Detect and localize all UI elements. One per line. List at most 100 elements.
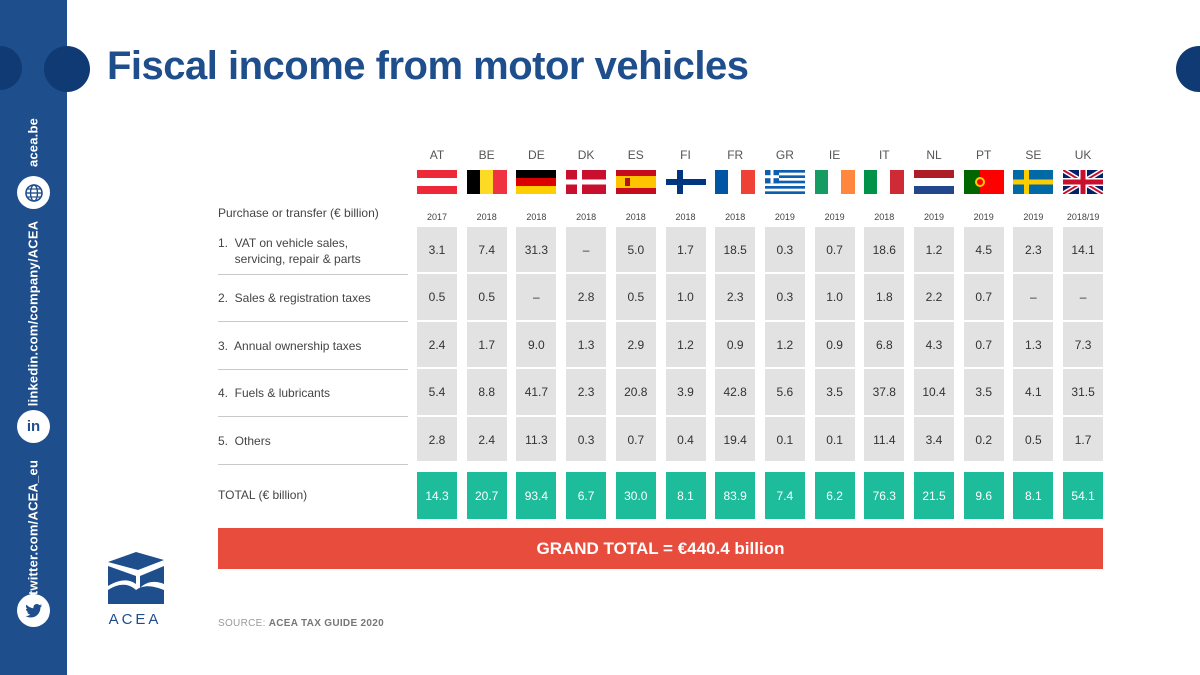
column-year: 2018 (576, 212, 597, 222)
row-separator (516, 272, 557, 274)
flag-es (615, 170, 656, 194)
table-cell: 6.8 (875, 338, 893, 352)
column-background (1063, 227, 1104, 461)
table-cell: 0.1 (826, 433, 843, 447)
column-header-gr: GR (775, 148, 794, 162)
table-cell: 7.4 (478, 243, 496, 257)
table-cell: 4.3 (925, 338, 943, 352)
total-cell: 54.1 (1063, 472, 1104, 519)
table-cell: 0.5 (428, 290, 446, 304)
table-cell: 1.3 (1025, 338, 1042, 352)
row-label: 2. Sales & registration taxes (218, 290, 371, 306)
column-year: 2017 (426, 212, 448, 222)
total-label: TOTAL (€ billion) (218, 488, 308, 502)
total-cell: 7.4 (764, 472, 805, 519)
row-separator (615, 367, 656, 369)
column-year: 2018 (526, 212, 547, 222)
column-background (516, 227, 557, 461)
table-cell: 0.2 (975, 433, 993, 447)
column-header-fi: FI (680, 148, 691, 162)
table-cell: 31.5 (1071, 385, 1095, 399)
table-cell: 18.6 (872, 243, 896, 257)
table-cell: 2.3 (1025, 243, 1042, 257)
globe-icon[interactable] (17, 176, 50, 209)
row-separator (665, 367, 706, 369)
total-cell: 6.2 (814, 472, 855, 519)
table-cell: 0.7 (975, 290, 993, 304)
table-cell: 2.3 (726, 290, 744, 304)
acea-logo (108, 552, 164, 604)
twitter-link[interactable]: twitter.com/ACEA_eu (25, 459, 41, 596)
website-link[interactable]: acea.be (25, 117, 41, 168)
flag-graphic (963, 170, 1004, 194)
row-separator (1013, 272, 1054, 274)
column-background (1013, 227, 1054, 461)
flag-graphic (814, 170, 855, 194)
table-cell: 11.4 (873, 433, 896, 447)
row-separator (615, 320, 656, 322)
row-separator (1063, 415, 1104, 417)
table-cell: – (582, 243, 590, 257)
table-cell: 0.5 (627, 290, 645, 304)
row-divider (218, 369, 408, 370)
source-value: ACEA TAX GUIDE 2020 (268, 618, 384, 629)
table-cell: 2.8 (577, 290, 595, 304)
table-cell: 2.4 (428, 338, 446, 352)
row-divider (218, 416, 408, 417)
column-background (864, 227, 905, 461)
flag-graphic (665, 170, 706, 194)
total-cell: 30.0 (615, 472, 656, 519)
logo-text: ACEA (108, 611, 162, 628)
table-cell: 14.1 (1071, 243, 1095, 257)
column-background (466, 227, 507, 461)
table-cell: 0.9 (826, 338, 843, 352)
globe-glyph (24, 183, 43, 202)
table-cell: 3.5 (975, 385, 993, 399)
row-separator (864, 367, 905, 369)
row-separator (1013, 320, 1054, 322)
total-cell: 8.1 (1013, 472, 1054, 519)
column-background (764, 227, 805, 461)
table-cell: 0.7 (975, 338, 993, 352)
row-separator (516, 320, 557, 322)
flag-be (466, 170, 507, 194)
column-year: 2019 (923, 212, 945, 222)
linkedin-link[interactable]: linkedin.com/company/ACEA (25, 220, 41, 407)
row-separator (417, 367, 457, 369)
row-separator (665, 415, 706, 417)
row-separator (1063, 367, 1104, 369)
table-cell: 20.8 (624, 385, 648, 399)
sidebar: acea.be linkedin.com/company/ACEA in twi… (0, 0, 67, 675)
total-cell: 9.6 (963, 472, 1004, 519)
row-separator (864, 272, 905, 274)
total-cell: 8.1 (665, 472, 706, 519)
table-cell: 1.8 (875, 290, 893, 304)
table-cell: 0.3 (577, 433, 595, 447)
column-header-ie: IE (828, 148, 841, 162)
column-header-es: ES (627, 148, 644, 162)
row-separator (814, 415, 855, 417)
twitter-icon[interactable] (17, 594, 50, 627)
row-separator (516, 367, 557, 369)
table-cell: 0.3 (776, 243, 794, 257)
flag-graphic (566, 170, 607, 194)
row-separator (715, 367, 756, 369)
flag-fr (715, 170, 756, 194)
row-separator (764, 415, 805, 417)
total-cell: 6.7 (566, 472, 607, 519)
row-separator (1063, 272, 1104, 274)
column-header-pt: PT (976, 148, 992, 162)
table-cell: 1.0 (677, 290, 694, 304)
row-label-line: servicing, repair & parts (218, 252, 361, 266)
column-background (566, 227, 607, 461)
row-separator (764, 320, 805, 322)
table-cell: 2.8 (428, 433, 446, 447)
row-separator (914, 367, 954, 369)
row-separator (864, 415, 905, 417)
linkedin-icon[interactable]: in (17, 410, 50, 443)
table-cell: 1.2 (677, 338, 694, 352)
row-label: 3. Annual ownership taxes (218, 338, 361, 354)
table-cell: 3.4 (925, 433, 943, 447)
table-cell: 8.8 (478, 385, 496, 399)
flag-graphic (417, 170, 457, 194)
